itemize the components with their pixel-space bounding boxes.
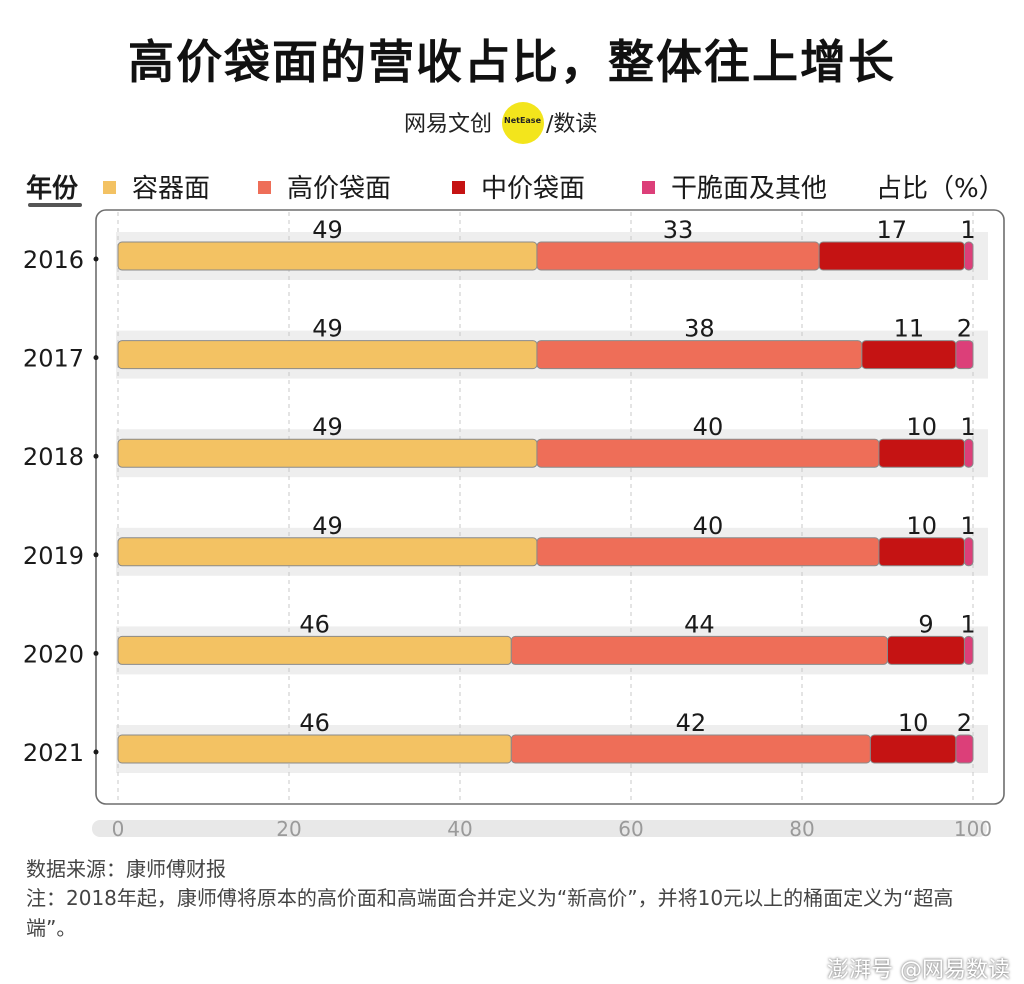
data-label: 49 (312, 512, 343, 540)
legend-label: 容器面 (132, 174, 211, 204)
data-label: 42 (676, 709, 707, 737)
data-label: 2 (957, 315, 972, 343)
legend-swatch (258, 181, 271, 194)
bar-segment (887, 635, 965, 665)
bar-segment (861, 340, 957, 370)
y-tick-dot (93, 552, 99, 558)
legend-swatch (642, 181, 655, 194)
bar-segment (536, 340, 863, 370)
plot-frame (95, 209, 1005, 805)
data-label: 44 (684, 610, 715, 638)
bar-segment (878, 438, 965, 468)
data-label: 49 (312, 413, 343, 441)
data-label: 9 (918, 610, 933, 638)
legend: 容器面 高价袋面 中价袋面 干脆面及其他 (0, 166, 1024, 206)
brand-logo: 网易文创 NetEase ∕数读 (404, 102, 634, 144)
data-label: 1 (960, 512, 975, 540)
legend-item: 中价袋面 (452, 168, 585, 205)
bar-segment (955, 340, 974, 370)
bar-segment (117, 537, 538, 567)
data-label: 11 (894, 315, 925, 343)
y-tick-dot (93, 650, 99, 656)
data-label: 2 (957, 709, 972, 737)
y-tick-label: 2021 (23, 739, 84, 767)
year-header-underline (28, 203, 82, 207)
x-tick-label: 100 (954, 817, 992, 841)
data-label: 1 (960, 216, 975, 244)
watermark: 澎湃号 @网易数读 (827, 958, 1010, 983)
data-label: 40 (693, 512, 724, 540)
data-label: 1 (960, 413, 975, 441)
x-tick-label: 0 (112, 817, 125, 841)
legend-label: 高价袋面 (287, 174, 392, 204)
bar-segment (536, 537, 880, 567)
legend-item: 高价袋面 (258, 168, 391, 205)
x-tick-label: 40 (447, 817, 472, 841)
unit-label: 占比（%） (876, 174, 1005, 204)
x-tick-label: 20 (276, 817, 301, 841)
y-tick-label: 2018 (23, 443, 84, 471)
legend-item: 容器面 (103, 168, 210, 205)
data-label: 46 (299, 610, 330, 638)
data-label: 1 (960, 610, 975, 638)
brand-badge: NetEase (504, 116, 541, 125)
data-label: 33 (663, 216, 694, 244)
bar-segment (117, 241, 538, 271)
data-label: 38 (684, 315, 715, 343)
bar-segment (117, 438, 538, 468)
bar-segment (869, 734, 957, 764)
bar-segment (963, 241, 974, 271)
y-tick-dot (93, 749, 99, 755)
data-label: 10 (898, 709, 929, 737)
brand-sub: ∕数读 (546, 112, 598, 137)
bar-segment (510, 635, 888, 665)
data-label: 10 (906, 413, 937, 441)
data-label: 10 (906, 512, 937, 540)
y-tick-label: 2020 (23, 640, 84, 668)
bar-segment (818, 241, 965, 271)
year-header: 年份 (26, 174, 79, 204)
bar-segment (117, 734, 512, 764)
data-label: 46 (299, 709, 330, 737)
y-tick-dot (93, 453, 99, 459)
legend-label: 中价袋面 (481, 174, 586, 204)
bar-segment (878, 537, 965, 567)
bar-segment (955, 734, 974, 764)
y-tick-dot (93, 355, 99, 361)
data-label: 49 (312, 216, 343, 244)
data-label: 17 (877, 216, 908, 244)
brand-name: 网易文创 (404, 112, 493, 137)
y-tick-dot (93, 256, 99, 262)
source-note: 数据来源：康师傅财报 (26, 857, 226, 881)
legend-swatch (103, 181, 116, 194)
x-tick-label: 60 (618, 817, 643, 841)
data-label: 49 (312, 315, 343, 343)
legend-swatch (452, 181, 465, 194)
chart-title: 高价袋面的营收占比，整体往上增长 (128, 35, 896, 89)
legend-item: 干脆面及其他 (642, 168, 827, 205)
bar-segment (963, 635, 974, 665)
bar-segment (536, 241, 820, 271)
y-tick-label: 2017 (23, 345, 84, 373)
bar-segment (510, 734, 871, 764)
bar-segment (536, 438, 880, 468)
bar-segment (963, 438, 974, 468)
bar-segment (117, 340, 538, 370)
x-tick-label: 80 (789, 817, 814, 841)
data-label: 40 (693, 413, 724, 441)
footnote: 注：2018年起，康师傅将原本的高价面和高端面合并定义为“新高价”，并将10元以… (26, 886, 954, 940)
bar-segment (117, 635, 512, 665)
legend-label: 干脆面及其他 (671, 174, 828, 204)
x-axis-band (92, 820, 987, 837)
y-tick-label: 2019 (23, 542, 84, 570)
bar-segment (963, 537, 974, 567)
y-tick-label: 2016 (23, 246, 84, 274)
brand-dot-icon (502, 102, 544, 144)
